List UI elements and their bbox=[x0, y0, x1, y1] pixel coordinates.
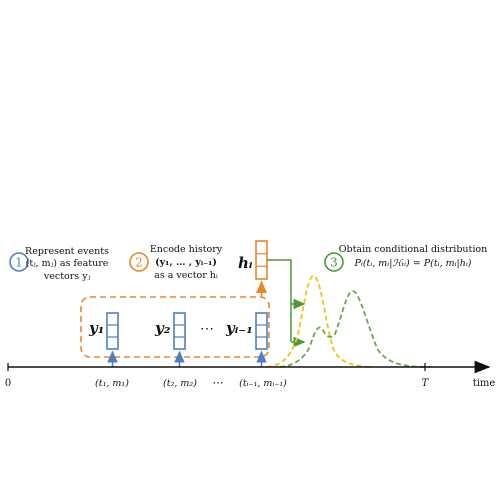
distribution-curve-green bbox=[279, 290, 431, 368]
step-3-line-1: Obtain conditional distribution bbox=[339, 244, 488, 255]
axis-end-label: T bbox=[422, 378, 430, 389]
hidden-state-label: hᵢ bbox=[238, 254, 253, 272]
step-2-line-2: (y₁, … , yᵢ₋₁) bbox=[155, 257, 217, 268]
conditioning-connector bbox=[267, 259, 292, 342]
step-2-number: 2 bbox=[135, 256, 143, 270]
feature-vector-i-minus-1-box bbox=[255, 312, 268, 350]
step-1-number: 1 bbox=[15, 256, 23, 270]
step-1-line-1: Represent events bbox=[25, 246, 109, 257]
axis-time-label: time bbox=[473, 378, 496, 389]
axis-tick-label-2: (t₂, m₂) bbox=[163, 378, 197, 389]
conditioning-arrows bbox=[267, 259, 306, 348]
step-2-line-3: as a vector hᵢ bbox=[154, 270, 218, 281]
axis-tick-label-1: (t₁, m₁) bbox=[95, 378, 129, 389]
time-axis: 0 (t₁, m₁) (t₂, m₂) ⋯ (tᵢ₋₁, mᵢ₋₁) T tim… bbox=[5, 360, 496, 389]
step-2-number-circle bbox=[129, 252, 149, 272]
step-3: 3 Obtain conditional distribution Pᵢ(tᵢ,… bbox=[324, 244, 488, 272]
feature-vector-1: y₁ bbox=[88, 312, 119, 367]
axis-tick-label-i-minus-1: (tᵢ₋₁, mᵢ₋₁) bbox=[239, 378, 287, 389]
hidden-state-vector-box bbox=[255, 240, 268, 280]
feature-vector-1-box bbox=[106, 312, 119, 350]
feature-vector-i-minus-1: yᵢ₋₁ bbox=[225, 312, 268, 367]
feature-vector-2: y₂ bbox=[154, 312, 186, 367]
distribution-curve-yellow bbox=[266, 275, 373, 368]
step-2-line-1: Encode history bbox=[150, 244, 223, 255]
step-1: 1 Represent events (tⱼ, mⱼ) as feature v… bbox=[9, 246, 109, 282]
step-2: 2 Encode history (y₁, … , yᵢ₋₁) as a vec… bbox=[129, 244, 223, 281]
vectors-ellipsis: ⋯ bbox=[200, 321, 214, 337]
step-1-line-3: vectors yⱼ bbox=[43, 271, 91, 282]
step-1-line-2: (tⱼ, mⱼ) as feature bbox=[26, 258, 109, 269]
hidden-state: hᵢ bbox=[238, 240, 268, 297]
feature-vector-i-minus-1-label: yᵢ₋₁ bbox=[225, 319, 253, 337]
feature-vector-1-label: y₁ bbox=[88, 319, 104, 337]
step-3-line-2: Pᵢ(tᵢ, mᵢ|ℋₜᵢ) = P(tᵢ, mᵢ|hᵢ) bbox=[354, 258, 472, 269]
feature-vector-2-box bbox=[173, 312, 186, 350]
axis-ellipsis: ⋯ bbox=[213, 376, 224, 389]
step-1-number-circle bbox=[9, 252, 29, 272]
feature-vector-2-label: y₂ bbox=[154, 319, 171, 337]
step-3-number-circle bbox=[324, 252, 344, 272]
step-3-number: 3 bbox=[330, 256, 338, 270]
axis-origin-label: 0 bbox=[5, 378, 11, 389]
